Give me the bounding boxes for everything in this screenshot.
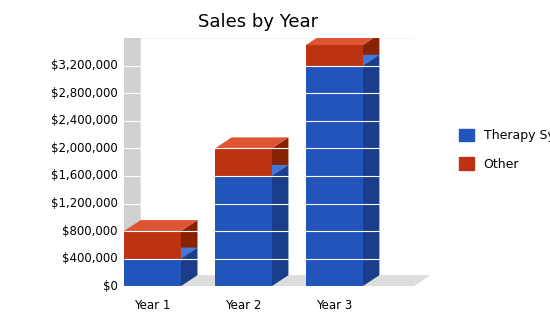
Polygon shape [306, 66, 362, 286]
Polygon shape [215, 137, 288, 149]
Polygon shape [362, 55, 379, 286]
Polygon shape [306, 55, 379, 66]
Polygon shape [124, 27, 431, 38]
Polygon shape [362, 34, 379, 66]
Polygon shape [124, 27, 141, 286]
Polygon shape [181, 220, 197, 259]
Polygon shape [215, 149, 272, 176]
Polygon shape [215, 165, 288, 176]
Text: $2,000,000: $2,000,000 [51, 142, 118, 155]
Polygon shape [124, 248, 197, 259]
Text: Year 2: Year 2 [225, 299, 262, 312]
Polygon shape [124, 259, 181, 286]
Polygon shape [306, 34, 379, 45]
Polygon shape [124, 220, 197, 231]
Text: $2,800,000: $2,800,000 [51, 87, 118, 100]
Text: $0: $0 [103, 280, 118, 293]
Polygon shape [272, 137, 288, 176]
Polygon shape [124, 231, 181, 259]
Text: $1,200,000: $1,200,000 [51, 197, 118, 210]
Text: Year 1: Year 1 [134, 299, 170, 312]
Text: $2,400,000: $2,400,000 [51, 114, 118, 127]
Polygon shape [272, 165, 288, 286]
Text: $3,200,000: $3,200,000 [51, 59, 118, 72]
Polygon shape [306, 45, 362, 66]
Title: Sales by Year: Sales by Year [199, 13, 318, 31]
Polygon shape [181, 248, 197, 286]
Polygon shape [124, 275, 431, 286]
Text: Year 3: Year 3 [316, 299, 353, 312]
Polygon shape [215, 176, 272, 286]
Text: $800,000: $800,000 [63, 225, 118, 238]
Text: $400,000: $400,000 [62, 252, 118, 265]
Text: $1,600,000: $1,600,000 [51, 169, 118, 183]
Legend: Therapy System, Other: Therapy System, Other [452, 122, 550, 177]
